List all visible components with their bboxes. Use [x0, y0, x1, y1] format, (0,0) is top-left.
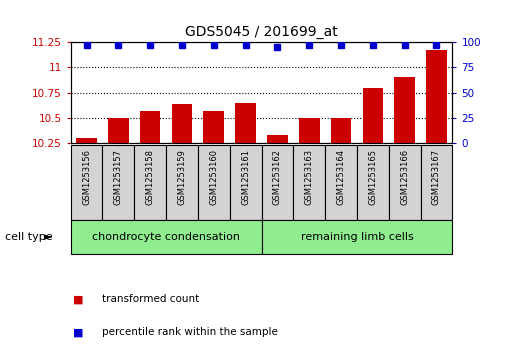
Text: GSM1253157: GSM1253157 [114, 149, 123, 205]
Bar [166, 145, 198, 220]
Text: GSM1253156: GSM1253156 [82, 149, 91, 205]
Bar [71, 145, 103, 220]
Bar [230, 145, 262, 220]
Bar [140, 111, 161, 143]
Bar [262, 220, 452, 254]
Bar [198, 145, 230, 220]
Bar [262, 145, 293, 220]
Text: ■: ■ [73, 294, 84, 305]
Text: ►: ► [44, 232, 52, 242]
Bar [426, 50, 447, 143]
Bar [134, 145, 166, 220]
Text: GSM1253166: GSM1253166 [400, 149, 409, 205]
Bar [235, 103, 256, 143]
Bar [267, 135, 288, 143]
Bar [76, 138, 97, 143]
Bar [394, 77, 415, 143]
Bar [299, 118, 320, 143]
Text: GSM1253167: GSM1253167 [432, 149, 441, 205]
Text: transformed count: transformed count [102, 294, 199, 305]
Text: cell type: cell type [5, 232, 53, 242]
Text: chondrocyte condensation: chondrocyte condensation [92, 232, 240, 242]
Bar [293, 145, 325, 220]
Text: GSM1253161: GSM1253161 [241, 149, 250, 205]
Bar [203, 111, 224, 143]
Bar [420, 145, 452, 220]
Text: GSM1253159: GSM1253159 [177, 149, 187, 205]
Text: GSM1253160: GSM1253160 [209, 149, 218, 205]
Text: GSM1253163: GSM1253163 [305, 149, 314, 205]
Bar [325, 145, 357, 220]
Bar [103, 145, 134, 220]
Bar [71, 220, 262, 254]
Bar [331, 118, 351, 143]
Text: GSM1253165: GSM1253165 [368, 149, 378, 205]
Bar [362, 89, 383, 143]
Bar [357, 145, 389, 220]
Bar [389, 145, 420, 220]
Text: GSM1253158: GSM1253158 [145, 149, 155, 205]
Text: percentile rank within the sample: percentile rank within the sample [102, 327, 278, 337]
Text: GSM1253164: GSM1253164 [336, 149, 346, 205]
Bar [108, 118, 129, 143]
Text: GSM1253162: GSM1253162 [273, 149, 282, 205]
Title: GDS5045 / 201699_at: GDS5045 / 201699_at [185, 25, 338, 39]
Text: ■: ■ [73, 327, 84, 337]
Text: remaining limb cells: remaining limb cells [301, 232, 413, 242]
Bar [172, 104, 192, 143]
